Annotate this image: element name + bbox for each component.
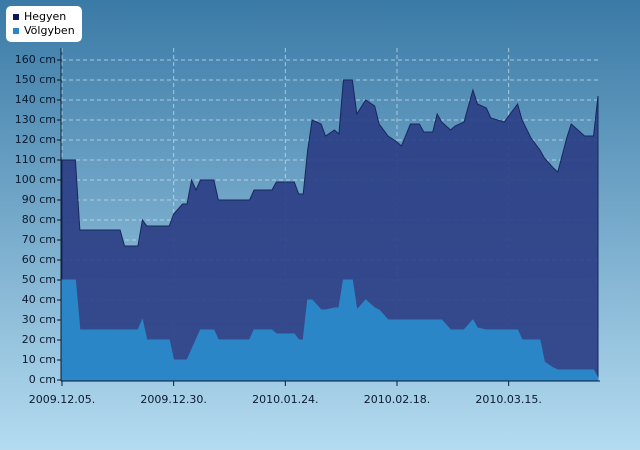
- legend-label: Hegyen: [24, 10, 66, 23]
- y-tick-label: 40 cm: [22, 293, 56, 306]
- legend-label: Völgyben: [24, 24, 75, 37]
- y-tick-label: 10 cm: [22, 353, 56, 366]
- x-tick-label: 2010.03.15.: [475, 393, 541, 406]
- y-tick-label: 50 cm: [22, 273, 56, 286]
- y-tick-label: 80 cm: [22, 213, 56, 226]
- y-tick-label: 130 cm: [15, 113, 56, 126]
- x-tick-label: 2010.02.18.: [364, 393, 430, 406]
- x-tick-label: 2009.12.30.: [140, 393, 206, 406]
- x-tick-label: 2010.01.24.: [252, 393, 318, 406]
- area: [61, 79, 599, 381]
- area: [61, 279, 599, 381]
- y-tick-label: 20 cm: [22, 333, 56, 346]
- y-tick-label: 140 cm: [15, 93, 56, 106]
- y-tick-label: 100 cm: [15, 173, 56, 186]
- legend-box: [6, 6, 82, 42]
- y-tick-label: 150 cm: [15, 73, 56, 86]
- y-tick-label: 0 cm: [29, 373, 56, 386]
- y-tick-label: 160 cm: [15, 53, 56, 66]
- y-tick-label: 30 cm: [22, 313, 56, 326]
- y-tick-label: 70 cm: [22, 233, 56, 246]
- y-tick-label: 90 cm: [22, 193, 56, 206]
- legend-swatch: [13, 28, 19, 34]
- legend-swatch: [13, 14, 19, 20]
- x-tick-label: 2009.12.05.: [29, 393, 95, 406]
- y-tick-label: 120 cm: [15, 133, 56, 146]
- y-tick-label: 60 cm: [22, 253, 56, 266]
- y-tick-label: 110 cm: [15, 153, 56, 166]
